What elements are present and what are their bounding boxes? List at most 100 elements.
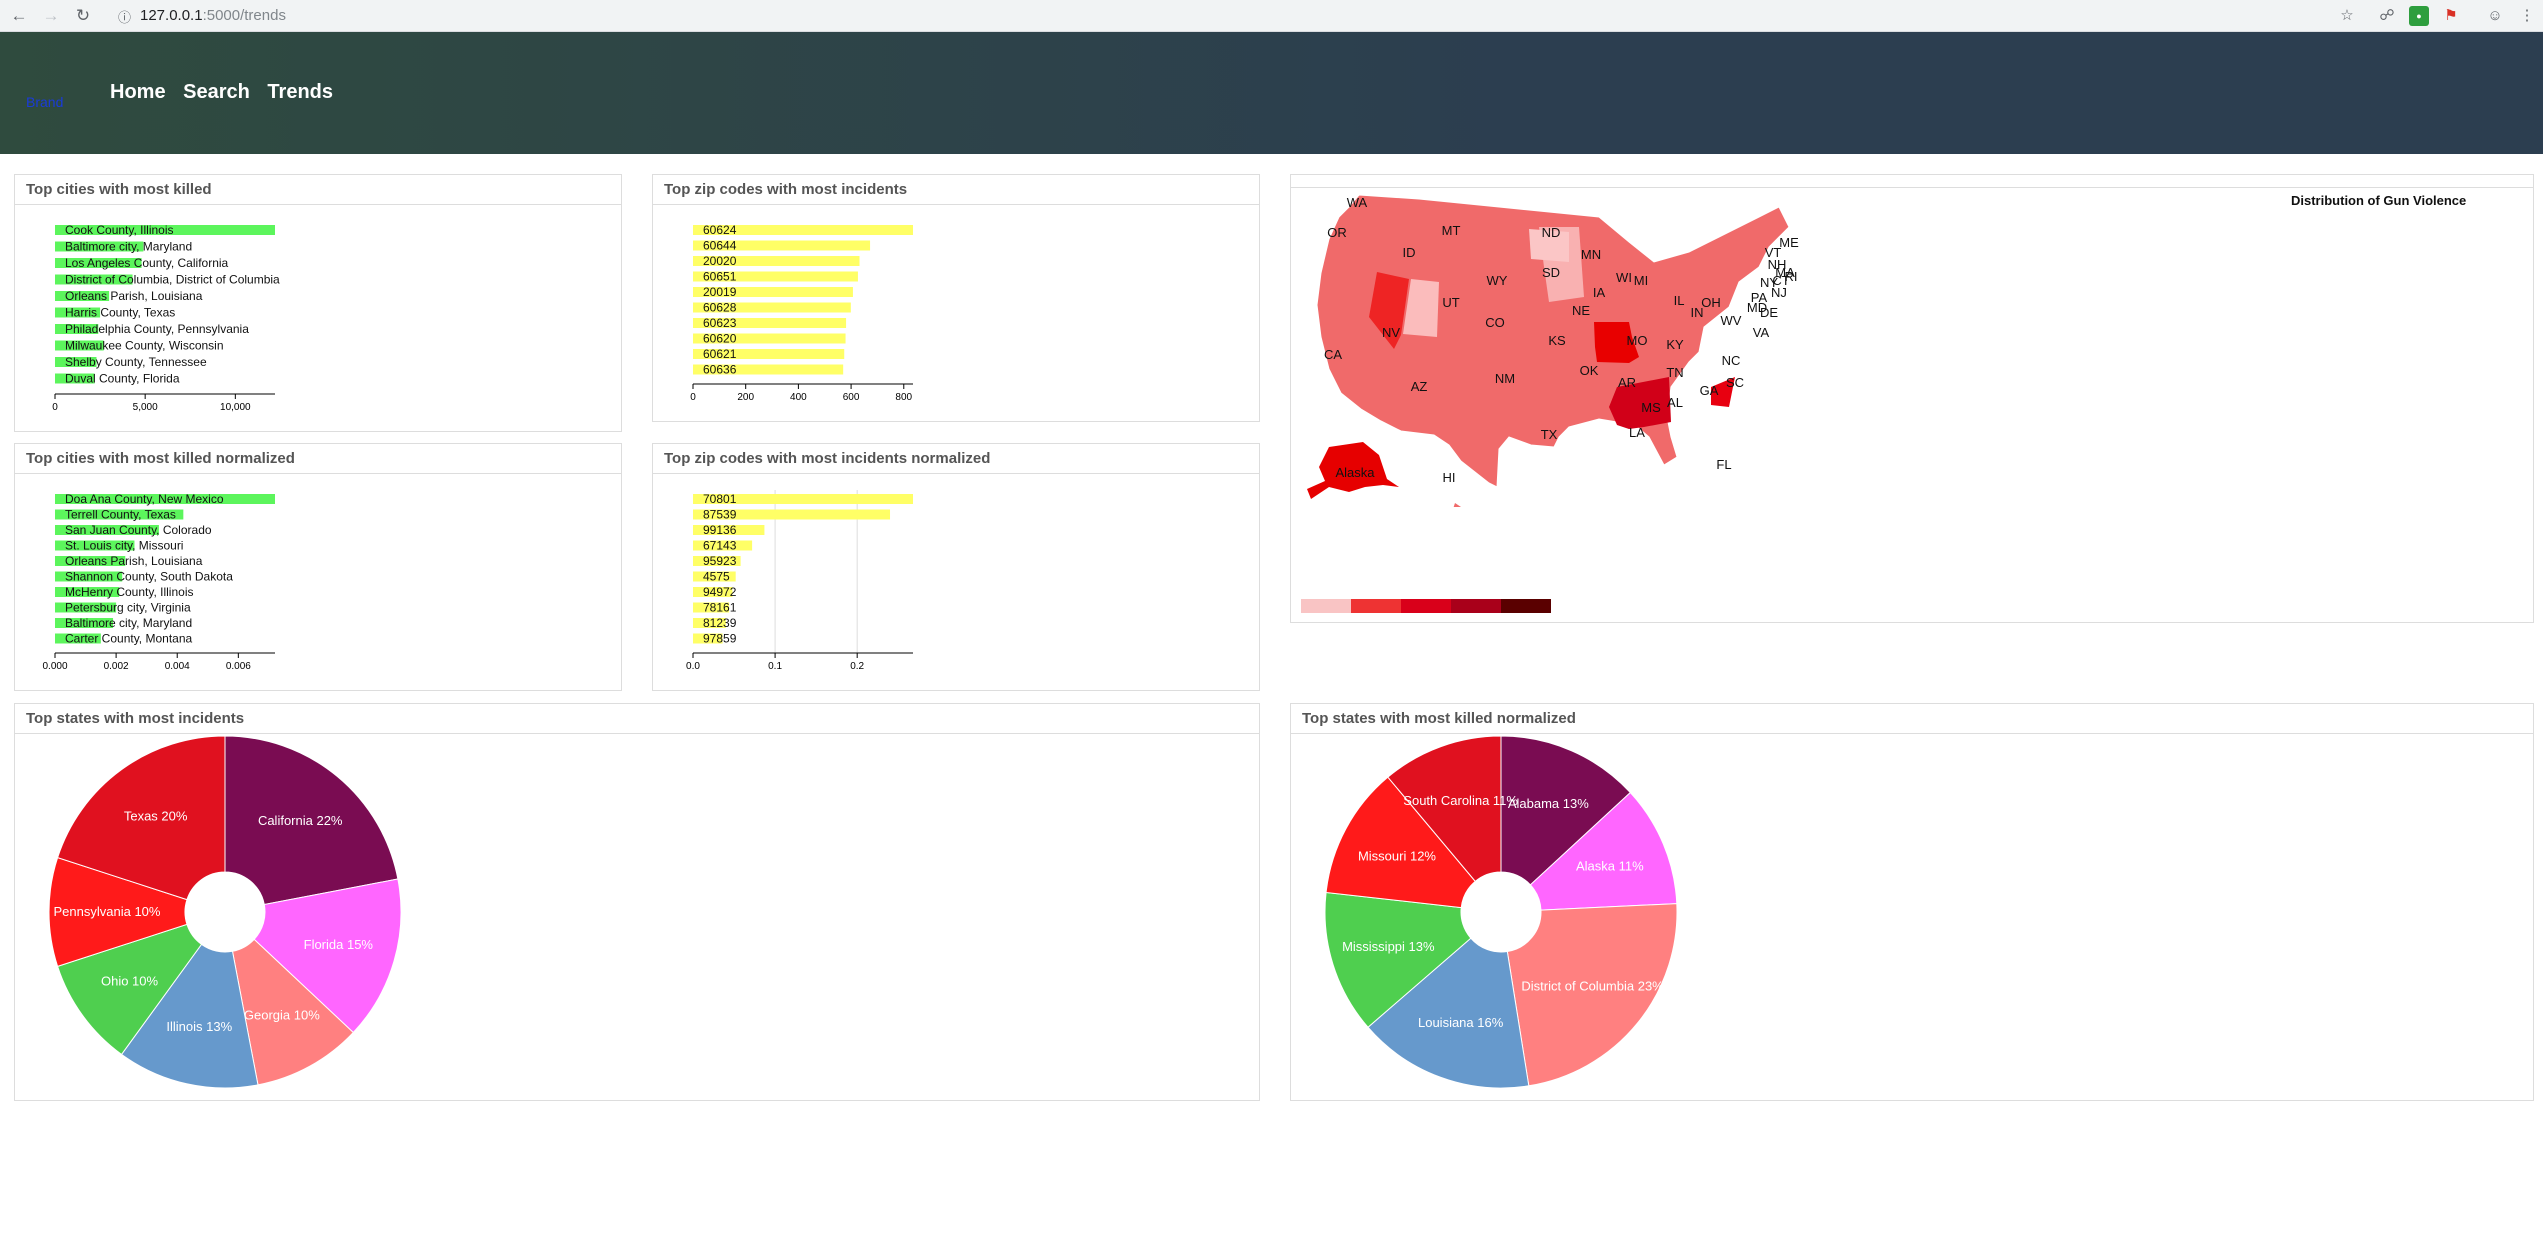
map-state-label: KY xyxy=(1666,337,1684,352)
cities-killed-normalized-chart: Doa Ana County, New Mexico Terrell County… xyxy=(42,492,275,672)
pie-label: Ohio 10% xyxy=(101,973,159,988)
pie-slice xyxy=(231,938,355,1086)
x-tick-label: 0 xyxy=(690,392,696,403)
map-state-label: KS xyxy=(1548,333,1566,348)
pie-slice xyxy=(1506,903,1678,1087)
extension-on-icon[interactable]: ● xyxy=(2409,6,2429,26)
nav-home[interactable]: Home xyxy=(110,81,166,103)
bar-label: Orleans Parish, Louisiana xyxy=(65,289,203,303)
map-state-label: WA xyxy=(1347,195,1368,210)
bar-label: District of Columbia, District of Columb… xyxy=(65,273,280,287)
bar-label: 70801 xyxy=(703,492,737,506)
x-tick-label: 0.006 xyxy=(226,661,251,672)
bookmark-star-icon[interactable]: ☆ xyxy=(2340,7,2354,24)
bar-label: Baltimore city, Maryland xyxy=(65,240,192,254)
bar xyxy=(55,602,117,613)
bar-label: 60623 xyxy=(703,316,737,330)
legend-swatch xyxy=(1501,599,1551,613)
bar xyxy=(55,258,142,268)
x-tick-label: 10,000 xyxy=(220,402,251,413)
map-title: Distribution of Gun Violence xyxy=(2291,193,2467,208)
pie-slice xyxy=(1367,937,1530,1089)
pie-label: Alaska 11% xyxy=(1576,858,1644,873)
map-state-label: FL xyxy=(1716,457,1731,472)
bar-label: 94972 xyxy=(703,585,737,599)
pie-slice xyxy=(1324,891,1472,1028)
map-state-label: TN xyxy=(1666,365,1683,380)
bar xyxy=(55,540,135,551)
panel-states-killed-normalized: Top states with most killed normalized A… xyxy=(1290,703,2534,1101)
bar-label: 67143 xyxy=(703,539,737,553)
bar xyxy=(693,302,851,313)
profile-icon[interactable]: ☺ xyxy=(2487,7,2503,24)
pie-slice xyxy=(48,856,188,968)
map-state-label: MN xyxy=(1581,247,1601,262)
bar-label: Cook County, Illinois xyxy=(65,223,174,237)
map-state-label: SC xyxy=(1726,375,1744,390)
bar xyxy=(55,571,123,582)
panel-map: Distribution of Gun Violence WA OR ID MT ND S… xyxy=(1290,174,2534,623)
legend-swatch xyxy=(1451,599,1501,613)
pie-label: Mississippi 13% xyxy=(1342,939,1435,954)
brand-link[interactable]: Brand xyxy=(26,94,64,110)
x-tick-label: 0.0 xyxy=(686,661,700,672)
map-state-label: AL xyxy=(1667,395,1683,410)
flag-extension-icon[interactable]: ⚑ xyxy=(2444,7,2458,24)
states-incidents-pie: California 22% Florida 15% Georgia 10% Illi… xyxy=(48,735,402,1089)
panel-title: Top zip codes with most incidents xyxy=(653,175,1259,205)
map-state-label: UT xyxy=(1442,295,1459,310)
extension-icon[interactable]: ☍ xyxy=(2379,7,2395,24)
pie-label: Florida 15% xyxy=(304,937,374,952)
map-state-label: NJ xyxy=(1771,285,1787,300)
bar-label: Los Angeles County, California xyxy=(65,256,229,270)
cities-killed-chart: Cook County, Illinois Baltimore city, Mar… xyxy=(52,223,280,413)
bar-label: McHenry County, Illinois xyxy=(65,585,193,599)
bar-label: San Juan County, Colorado xyxy=(65,523,212,537)
pie-label: Missouri 12% xyxy=(1358,848,1436,863)
map-state-label: NM xyxy=(1495,371,1515,386)
bar xyxy=(55,587,120,597)
back-icon[interactable]: ← xyxy=(10,6,28,25)
pie-label: Illinois 13% xyxy=(166,1019,232,1034)
map-state-label: CO xyxy=(1485,315,1505,330)
forward-icon[interactable]: → xyxy=(42,6,60,25)
pie-label: Pennsylvania 10% xyxy=(54,904,161,919)
bar xyxy=(693,633,723,644)
legend-swatch xyxy=(1301,599,1351,613)
bar-label: 81239 xyxy=(703,616,737,630)
bar xyxy=(55,307,101,318)
pie-slice xyxy=(253,878,402,1034)
map-state-label: WY xyxy=(1487,273,1508,288)
map-state-label: WV xyxy=(1721,313,1742,328)
map-state-mo xyxy=(1594,322,1639,363)
map-state-label: MT xyxy=(1442,223,1461,238)
x-tick-label: 800 xyxy=(895,392,912,403)
bar-label: 60621 xyxy=(703,347,737,361)
panel-zip-incidents: Top zip codes with most incidents 60624 6… xyxy=(652,174,1260,422)
pie-slice xyxy=(224,735,399,906)
panel-title: Top zip codes with most incidents normal… xyxy=(653,444,1259,474)
map-state-label: MI xyxy=(1634,273,1648,288)
address-bar[interactable]: ⓘ 127.0.0.1:5000/trends xyxy=(118,4,2368,28)
nav-trends[interactable]: Trends xyxy=(267,81,333,103)
bar-label: 78161 xyxy=(703,601,737,615)
bar-label: Philadelphia County, Pennsylvania xyxy=(65,322,249,336)
bar xyxy=(693,571,736,582)
bar xyxy=(693,240,871,251)
map-state-nv xyxy=(1369,272,1409,349)
map-state-label: NH xyxy=(1768,257,1787,272)
x-tick-label: 0.1 xyxy=(768,661,782,672)
nav-search[interactable]: Search xyxy=(183,81,250,103)
map-hawaii xyxy=(1453,503,1461,507)
map-state-label: VT xyxy=(1765,245,1782,260)
pie-slice xyxy=(56,735,226,901)
browser-toolbar: ← → ↻ ⓘ 127.0.0.1:5000/trends ☆ ☍ ● ⚑ ☺ … xyxy=(0,0,2543,32)
bar-label: St. Louis city, Missouri xyxy=(65,539,183,553)
map-state-label: WI xyxy=(1616,270,1632,285)
reload-icon[interactable]: ↻ xyxy=(75,6,91,25)
panel-states-incidents: Top states with most incidents Californi… xyxy=(14,703,1260,1101)
pie-label: Alabama 13% xyxy=(1508,796,1589,811)
info-icon[interactable]: ⓘ xyxy=(118,10,132,25)
menu-dots-icon[interactable]: ⋮ xyxy=(2519,7,2535,24)
